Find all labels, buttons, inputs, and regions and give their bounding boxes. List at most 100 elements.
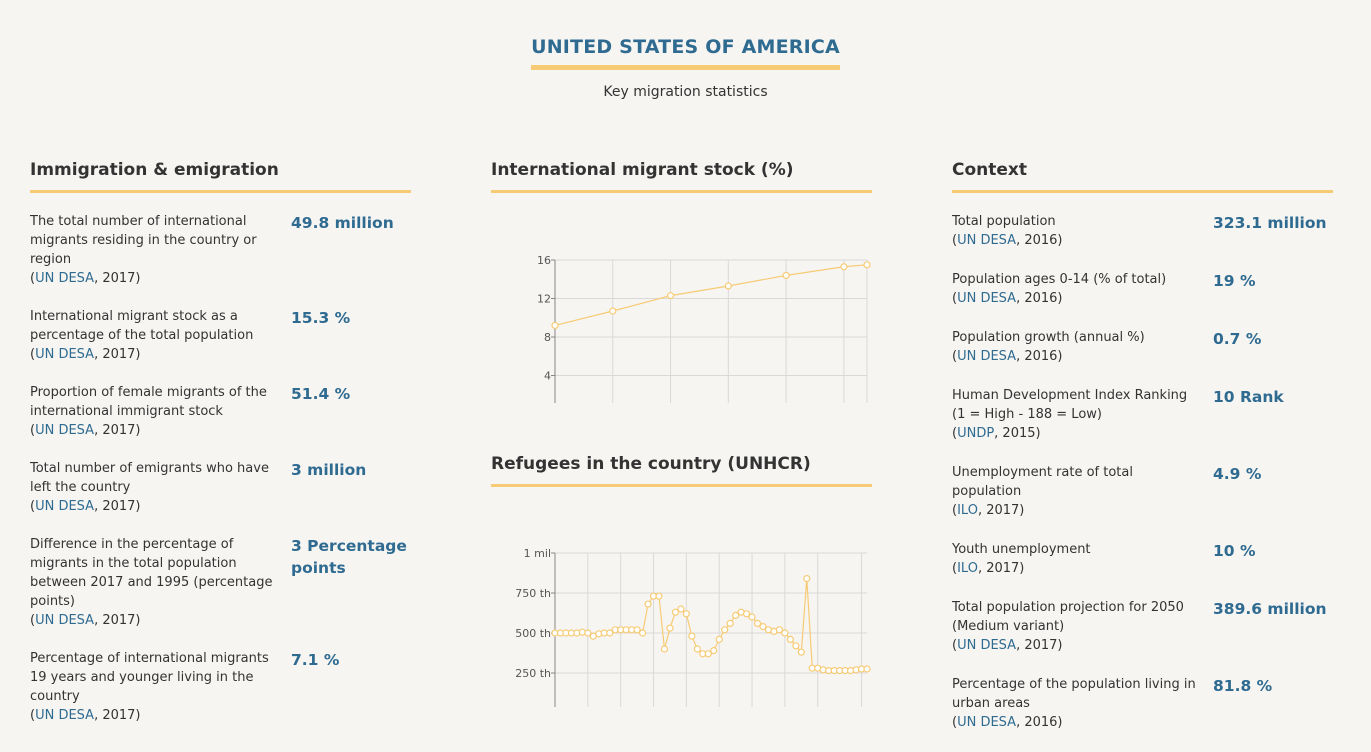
data-point[interactable] — [655, 592, 663, 600]
stat-source-open: ( — [952, 291, 958, 306]
data-point[interactable] — [786, 635, 794, 643]
stat-description: Unemployment rate of total population — [952, 465, 1133, 499]
data-point[interactable] — [710, 647, 718, 655]
source-link[interactable]: UN DESA — [957, 291, 1017, 306]
data-point[interactable] — [732, 611, 740, 619]
stat-source-open: ( — [30, 708, 36, 723]
stat-value: 0.7 % — [1213, 330, 1262, 348]
data-point[interactable] — [726, 619, 734, 627]
source-link[interactable]: UN DESA — [35, 347, 95, 362]
stat-row: Youth unemployment (ILO, 2017) 10 % — [952, 540, 1333, 578]
data-point[interactable] — [715, 635, 723, 643]
data-point[interactable] — [682, 610, 690, 618]
stat-source-year: , 2016) — [1016, 291, 1063, 306]
data-point[interactable] — [753, 619, 762, 627]
stat-value: 4.9 % — [1213, 465, 1262, 483]
stat-description: Percentage of international migrants 19 … — [30, 651, 269, 704]
data-point[interactable] — [840, 263, 848, 271]
data-point[interactable] — [803, 574, 811, 583]
data-point[interactable] — [677, 605, 685, 613]
data-point[interactable] — [638, 629, 647, 637]
data-point[interactable] — [633, 626, 641, 634]
source-link[interactable]: UNDP — [957, 426, 995, 441]
source-link[interactable]: UN DESA — [957, 233, 1017, 248]
stat-value: 7.1 % — [291, 651, 340, 669]
context-section-title: Context — [952, 160, 1333, 193]
data-point[interactable] — [863, 665, 871, 673]
source-link[interactable]: ILO — [957, 503, 978, 518]
stat-source-year: , 2017) — [1016, 638, 1063, 653]
source-link[interactable]: ILO — [957, 561, 978, 576]
data-point[interactable] — [609, 307, 617, 315]
data-point[interactable] — [724, 282, 732, 290]
stat-label: Total number of emigrants who have left … — [30, 459, 282, 516]
context-stats-list: Total population (UN DESA, 2016) 323.1 mil… — [952, 212, 1333, 732]
stat-source-open: ( — [952, 349, 958, 364]
stat-source-year: , 2017) — [94, 347, 141, 362]
stat-row: Percentage of the population living in u… — [952, 675, 1333, 732]
charts-section: International migrant stock (%) 04812161… — [491, 160, 872, 707]
stat-source-open: ( — [30, 271, 36, 286]
data-point[interactable] — [721, 626, 729, 634]
data-point[interactable] — [688, 632, 696, 640]
stat-row: International migrant stock as a percent… — [30, 307, 411, 364]
stat-row: Total population (UN DESA, 2016) 323.1 mil… — [952, 212, 1333, 250]
stat-source-open: ( — [30, 347, 36, 362]
y-tick-label: 16 — [537, 254, 551, 267]
stat-label: Total population projection for 2050 (Me… — [952, 598, 1203, 655]
stat-row: Population ages 0-14 (% of total) (UN DES… — [952, 270, 1333, 308]
migrant-stock-chart: 04812161990199520002005201020152017 — [491, 193, 872, 403]
data-point[interactable] — [704, 650, 712, 658]
data-point[interactable] — [666, 292, 675, 300]
data-point[interactable] — [863, 261, 871, 269]
data-point[interactable] — [792, 642, 800, 650]
source-link[interactable]: UN DESA — [35, 271, 95, 286]
stat-description: Percentage of the population living in u… — [952, 677, 1196, 711]
stat-source-open: ( — [952, 638, 958, 653]
stat-row: Human Development Index Ranking (1 = Hig… — [952, 386, 1333, 443]
data-point[interactable] — [781, 629, 789, 637]
data-point[interactable] — [775, 626, 784, 634]
source-link[interactable]: UN DESA — [35, 423, 95, 438]
data-point[interactable] — [782, 271, 790, 280]
data-point[interactable] — [748, 613, 756, 621]
stat-value: 15.3 % — [291, 309, 351, 327]
stat-label: Unemployment rate of total population (IL… — [952, 463, 1203, 520]
data-point[interactable] — [693, 645, 701, 653]
source-link[interactable]: UN DESA — [957, 349, 1017, 364]
data-point[interactable] — [584, 629, 592, 637]
stat-description: The total number of international migran… — [30, 214, 257, 267]
stat-label: Population growth (annual %) (UN DESA, 20… — [952, 328, 1203, 366]
data-point[interactable] — [666, 624, 674, 632]
migrant-stock-chart-svg: 04812161990199520002005201020152017 — [537, 254, 871, 403]
stat-value: 19 % — [1213, 272, 1256, 290]
source-link[interactable]: UN DESA — [35, 613, 95, 628]
y-tick-label: 1 mil — [524, 547, 551, 560]
stat-source-open: ( — [952, 715, 958, 730]
stat-value: 10 Rank — [1213, 388, 1284, 406]
data-point[interactable] — [660, 645, 669, 653]
data-point[interactable] — [671, 608, 680, 616]
stat-label: Human Development Index Ranking (1 = Hig… — [952, 386, 1203, 443]
source-link[interactable]: UN DESA — [957, 638, 1017, 653]
data-point[interactable] — [551, 321, 559, 330]
data-point[interactable] — [797, 648, 805, 656]
stat-row: Difference in the percentage of migrants… — [30, 535, 411, 630]
stat-label: Difference in the percentage of migrants… — [30, 535, 282, 630]
y-tick-label: 12 — [537, 293, 551, 306]
data-point[interactable] — [606, 629, 614, 637]
immigration-section: Immigration & emigration The total numbe… — [30, 160, 411, 744]
data-point[interactable] — [644, 600, 652, 608]
source-link[interactable]: UN DESA — [957, 715, 1017, 730]
source-link[interactable]: UN DESA — [35, 708, 95, 723]
series-line — [555, 578, 867, 672]
y-tick-label: 750 th — [515, 587, 551, 600]
stat-row: Proportion of female migrants of the int… — [30, 383, 411, 440]
data-point[interactable] — [742, 610, 751, 618]
data-point[interactable] — [759, 623, 767, 631]
stat-source-year: , 2017) — [94, 499, 141, 514]
stat-value: 49.8 million — [291, 214, 394, 232]
stat-description: International migrant stock as a percent… — [30, 309, 254, 343]
source-link[interactable]: UN DESA — [35, 499, 95, 514]
